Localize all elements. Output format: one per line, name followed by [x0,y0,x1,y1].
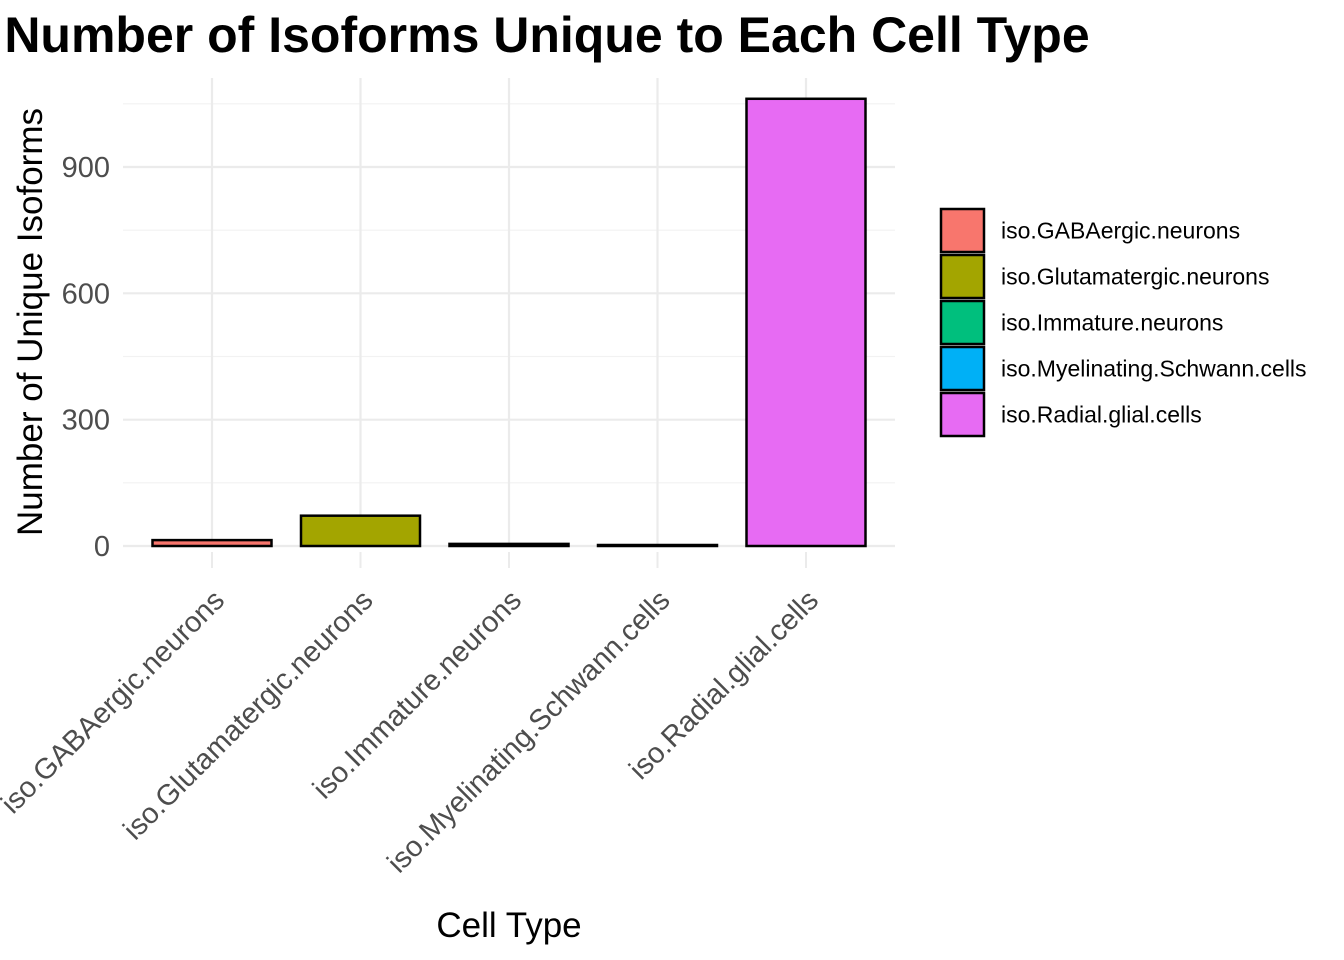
x-tick-label: iso.Myelinating.Schwann.cells [381,584,676,879]
bar-iso-gabaergic-neurons [151,538,273,548]
legend-label: iso.Myelinating.Schwann.cells [1001,356,1307,382]
chart-title: Number of Isoforms Unique to Each Cell T… [4,7,1089,63]
bars [151,97,867,548]
y-tick-label: 900 [62,152,110,184]
legend-label: iso.Glutamatergic.neurons [1001,264,1269,290]
y-tick-label: 600 [62,278,110,310]
bar-iso-radial-glial-cells [745,97,867,548]
legend-key [939,299,986,346]
x-axis-ticks: iso.GABAergic.neuronsiso.Glutamatergic.n… [0,552,825,879]
bar-iso-immature-neurons [448,542,570,548]
legend: iso.GABAergic.neurons iso.Glutamatergic.n… [939,207,1307,438]
bar-iso-myelinating-schwann-cells [596,543,719,548]
x-axis-title: Cell Type [436,906,581,945]
y-tick-label: 0 [94,531,110,563]
legend-key [939,207,986,254]
y-axis-title: Number of Unique Isoforms [11,108,50,536]
x-tick-label: iso.Glutamatergic.neurons [117,584,379,846]
legend-key [939,253,986,300]
y-tick-label: 300 [62,405,110,437]
y-axis-ticks: 0 300 600 900 [62,152,110,563]
legend-key [939,391,986,438]
bar-iso-glutamatergic-neurons [299,514,422,548]
legend-label: iso.GABAergic.neurons [1001,218,1240,244]
legend-label: iso.Immature.neurons [1001,310,1223,336]
legend-key [939,345,986,392]
legend-label: iso.Radial.glial.cells [1001,402,1202,428]
